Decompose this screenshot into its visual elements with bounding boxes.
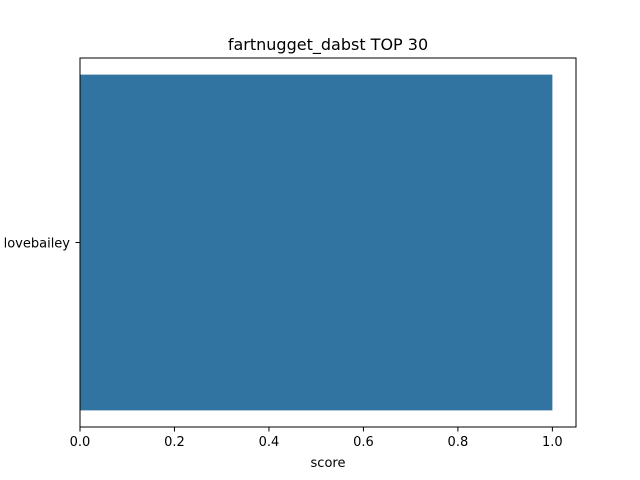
- bars-group: [80, 74, 553, 411]
- chart-title: fartnugget_dabst TOP 30: [228, 35, 428, 55]
- x-tick-label: 1.0: [542, 435, 563, 450]
- x-tick-label: 0.6: [353, 435, 374, 450]
- y-axis-ticks: lovebailey: [4, 237, 80, 252]
- x-tick-label: 0.2: [164, 435, 185, 450]
- x-tick-label: 0.0: [70, 435, 91, 450]
- bar-lovebailey: [80, 74, 553, 411]
- x-axis-label: score: [311, 456, 346, 471]
- x-tick-label: 0.4: [259, 435, 280, 450]
- x-axis-ticks: 0.0 0.2 0.4 0.6 0.8 1.0: [70, 427, 563, 450]
- x-tick-label: 0.8: [448, 435, 469, 450]
- y-tick-label: lovebailey: [4, 237, 71, 252]
